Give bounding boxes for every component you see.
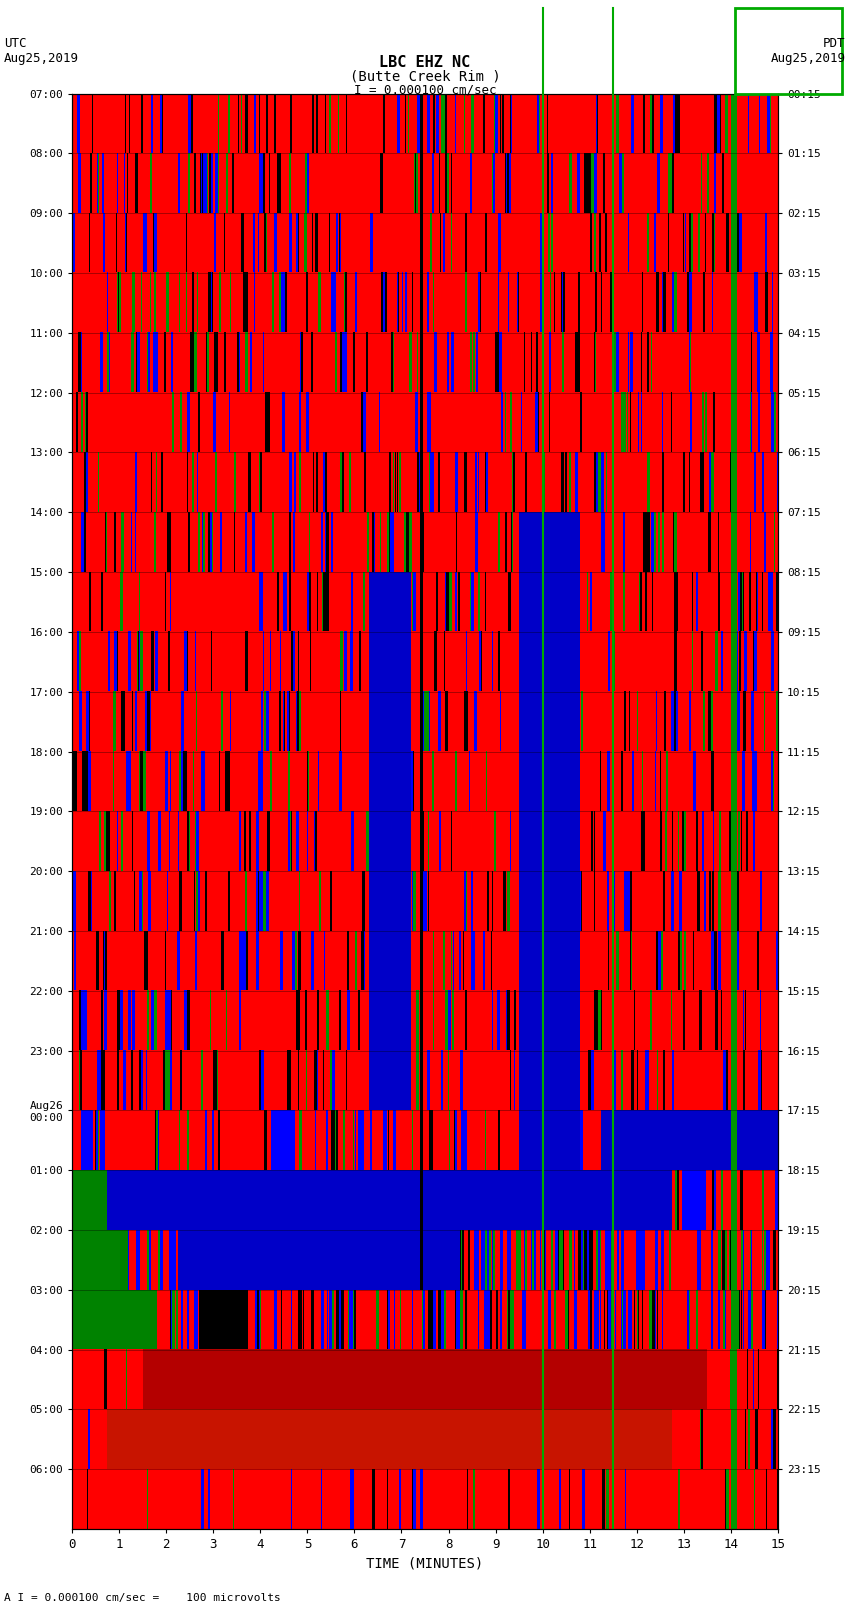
Text: PDT: PDT — [824, 37, 846, 50]
Text: (Butte Creek Rim ): (Butte Creek Rim ) — [349, 69, 501, 84]
Text: UTC: UTC — [4, 37, 26, 50]
Text: LBC EHZ NC: LBC EHZ NC — [379, 55, 471, 69]
X-axis label: TIME (MINUTES): TIME (MINUTES) — [366, 1557, 484, 1571]
Text: Aug25,2019: Aug25,2019 — [771, 52, 846, 65]
Text: I = 0.000100 cm/sec: I = 0.000100 cm/sec — [354, 84, 496, 97]
Text: Aug25,2019: Aug25,2019 — [4, 52, 79, 65]
Text: A I = 0.000100 cm/sec =    100 microvolts: A I = 0.000100 cm/sec = 100 microvolts — [4, 1594, 281, 1603]
